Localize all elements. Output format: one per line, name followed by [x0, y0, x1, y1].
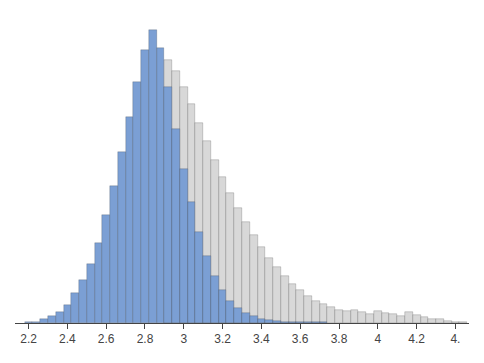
svg-text:3.2: 3.2 [214, 332, 231, 346]
svg-text:3: 3 [180, 332, 187, 346]
svg-text:2.8: 2.8 [137, 332, 154, 346]
svg-text:2.4: 2.4 [59, 332, 76, 346]
svg-text:4.2: 4.2 [408, 332, 425, 346]
svg-text:3.4: 3.4 [253, 332, 270, 346]
svg-text:4.: 4. [450, 332, 460, 346]
svg-text:2.2: 2.2 [20, 332, 37, 346]
svg-text:3.8: 3.8 [331, 332, 348, 346]
svg-text:2.6: 2.6 [98, 332, 115, 346]
svg-text:3.6: 3.6 [292, 332, 309, 346]
svg-text:4: 4 [374, 332, 381, 346]
